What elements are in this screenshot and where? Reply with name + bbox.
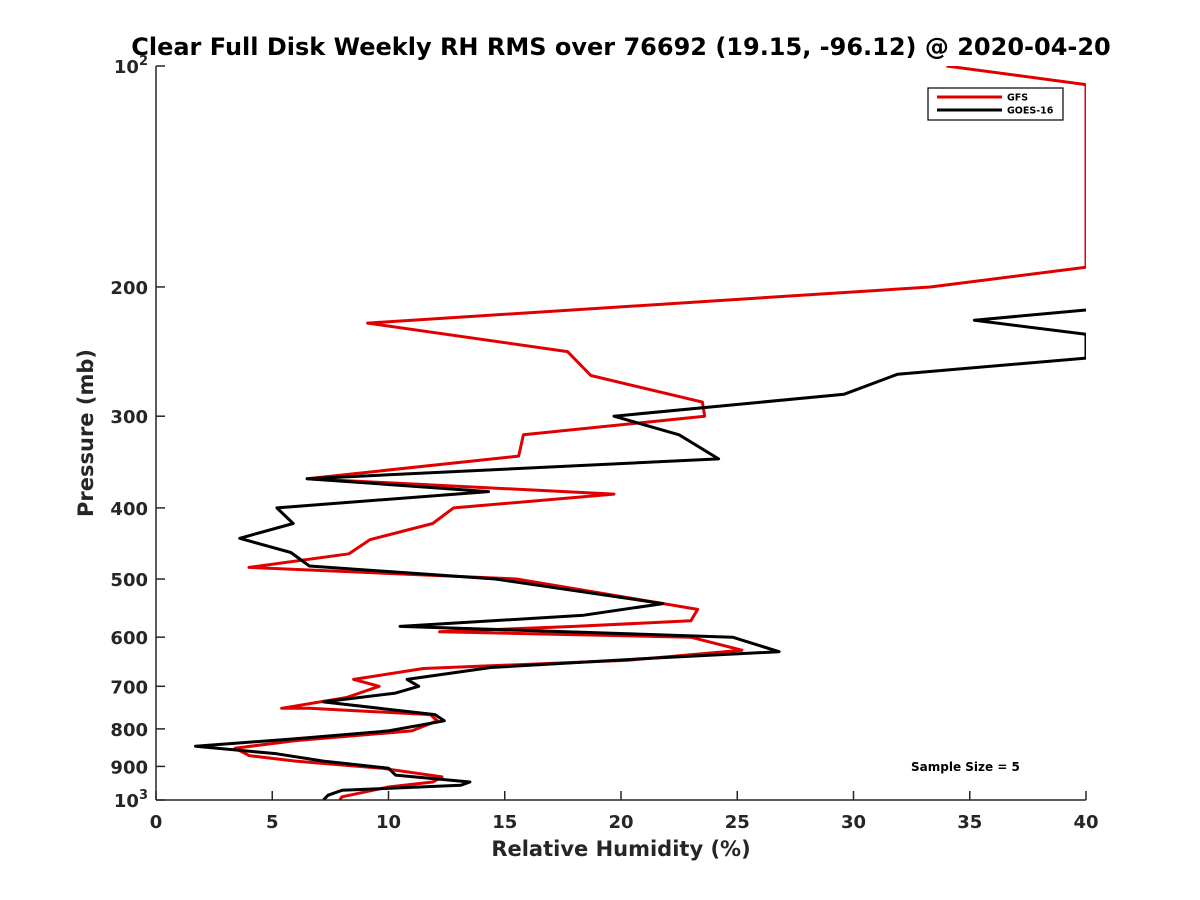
y-tick-label: 103 (114, 788, 148, 812)
y-tick-label: 400 (110, 499, 148, 520)
legend-label-goes16: GOES-16 (1007, 106, 1054, 117)
legend: GFS GOES-16 (927, 87, 1064, 121)
legend-box (927, 87, 1064, 121)
x-tick-label: 25 (725, 812, 750, 833)
y-tick-label: 600 (110, 628, 148, 649)
x-tick-label: 15 (492, 812, 517, 833)
series-line-gfs (233, 66, 1086, 800)
y-tick-label: 700 (110, 677, 148, 698)
y-axis-ticks: 102 200 300 400 500 600 700 800 900 103 (110, 54, 165, 812)
legend-label-gfs: GFS (1007, 93, 1028, 104)
sample-size-annotation: Sample Size = 5 (911, 760, 1020, 774)
x-axis-ticks: 0 5 10 15 20 25 30 35 40 (150, 791, 1099, 833)
x-tick-label: 30 (841, 812, 866, 833)
y-tick-label: 900 (110, 757, 148, 778)
x-tick-label: 35 (957, 812, 982, 833)
y-axis-label: Pressure (mb) (74, 349, 98, 517)
x-tick-label: 20 (608, 812, 633, 833)
y-tick-label: 500 (110, 570, 148, 591)
series-layer (194, 66, 1086, 800)
y-tick-label: 102 (114, 54, 148, 78)
x-tick-label: 5 (266, 812, 279, 833)
chart-title: Clear Full Disk Weekly RH RMS over 76692… (131, 33, 1111, 61)
series-line-goes16 (194, 308, 1086, 800)
x-tick-label: 10 (376, 812, 401, 833)
x-tick-label: 0 (150, 812, 163, 833)
x-tick-label: 40 (1073, 812, 1098, 833)
y-tick-label: 300 (110, 407, 148, 428)
y-tick-label: 200 (110, 278, 148, 299)
y-tick-label: 800 (110, 720, 148, 741)
x-axis-label: Relative Humidity (%) (491, 837, 750, 861)
